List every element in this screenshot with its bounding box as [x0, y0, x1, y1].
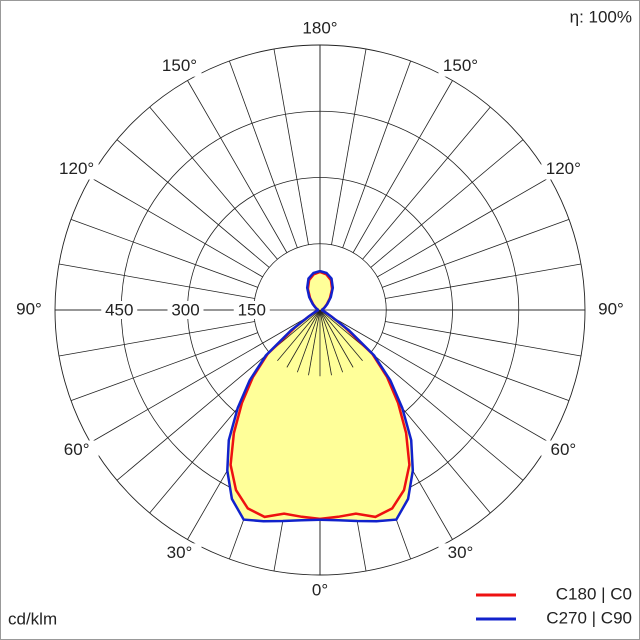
spoke: [377, 177, 550, 278]
fill-body: [227, 271, 413, 522]
label-bg: [7, 300, 51, 320]
angle-label: 90°: [598, 299, 624, 318]
r-tick-label: 450: [105, 300, 133, 319]
label-bg: [541, 440, 586, 461]
efficiency-label: η: 100%: [570, 7, 632, 26]
fills: [227, 271, 413, 522]
spoke: [58, 321, 255, 357]
angle-label: 150°: [443, 56, 478, 75]
spoke: [70, 218, 258, 288]
label-bg: [157, 543, 202, 564]
legend-label: C270 | C90: [546, 608, 632, 627]
unit-label: cd/klm: [8, 609, 57, 628]
angle-label: 180°: [302, 18, 337, 37]
label-bg: [101, 301, 138, 319]
r-tick-label: 150: [238, 300, 266, 319]
legend-label: C180 | C0: [556, 584, 632, 603]
series-line: [319, 269, 415, 523]
inner-spokes: [262, 309, 378, 377]
label-bg: [233, 301, 270, 319]
spoke: [116, 139, 270, 268]
label-bg: [298, 19, 342, 39]
spoke: [382, 218, 570, 288]
spoke: [149, 106, 278, 260]
inner-spoke: [286, 309, 321, 368]
angle-label: 150°: [162, 56, 197, 75]
spoke: [58, 263, 255, 299]
spoke: [370, 139, 524, 268]
spoke: [70, 332, 258, 402]
label-bg: [157, 56, 202, 77]
angle-label: 0°: [312, 580, 328, 599]
spoke: [228, 60, 298, 248]
spoke: [352, 80, 453, 253]
spoke: [90, 177, 263, 278]
inner-spoke: [308, 309, 321, 376]
inner-spoke: [319, 309, 344, 373]
inner-spoke: [319, 309, 363, 362]
label-bg: [298, 581, 342, 601]
spoke: [385, 321, 582, 357]
spoke: [90, 342, 263, 443]
label-bg: [438, 56, 483, 77]
series-line: [226, 269, 321, 523]
inner-spoke: [296, 309, 321, 373]
r-tick-label: 300: [171, 300, 199, 319]
spoke: [377, 342, 550, 443]
angle-label: 120°: [546, 159, 581, 178]
inner-spoke: [319, 309, 354, 368]
spoke: [187, 80, 288, 253]
spoke: [273, 48, 309, 245]
label-bg: [589, 300, 633, 320]
angle-label: 60°: [550, 440, 576, 459]
spoke: [116, 352, 270, 481]
spoke: [331, 48, 367, 245]
angle-label: 60°: [64, 440, 90, 459]
label-bg: [54, 159, 99, 180]
label-bg: [438, 543, 483, 564]
angle-label: 120°: [59, 159, 94, 178]
label-bg: [54, 440, 99, 461]
inner-spoke: [319, 309, 332, 376]
curves: [226, 269, 415, 523]
labels: 150 300 450 0° 30° 30° 60° 60° 90° 90° 120° 120° 150…: [7, 18, 633, 627]
spoke: [342, 60, 412, 248]
angle-label: 30°: [448, 543, 474, 562]
inner-spoke: [277, 309, 321, 362]
spoke: [382, 332, 570, 402]
label-bg: [541, 159, 586, 180]
label-bg: [167, 301, 204, 319]
spoke: [370, 352, 524, 481]
spoke: [362, 106, 491, 260]
spoke: [385, 263, 582, 299]
angle-label: 30°: [167, 543, 193, 562]
angle-label: 90°: [16, 299, 42, 318]
